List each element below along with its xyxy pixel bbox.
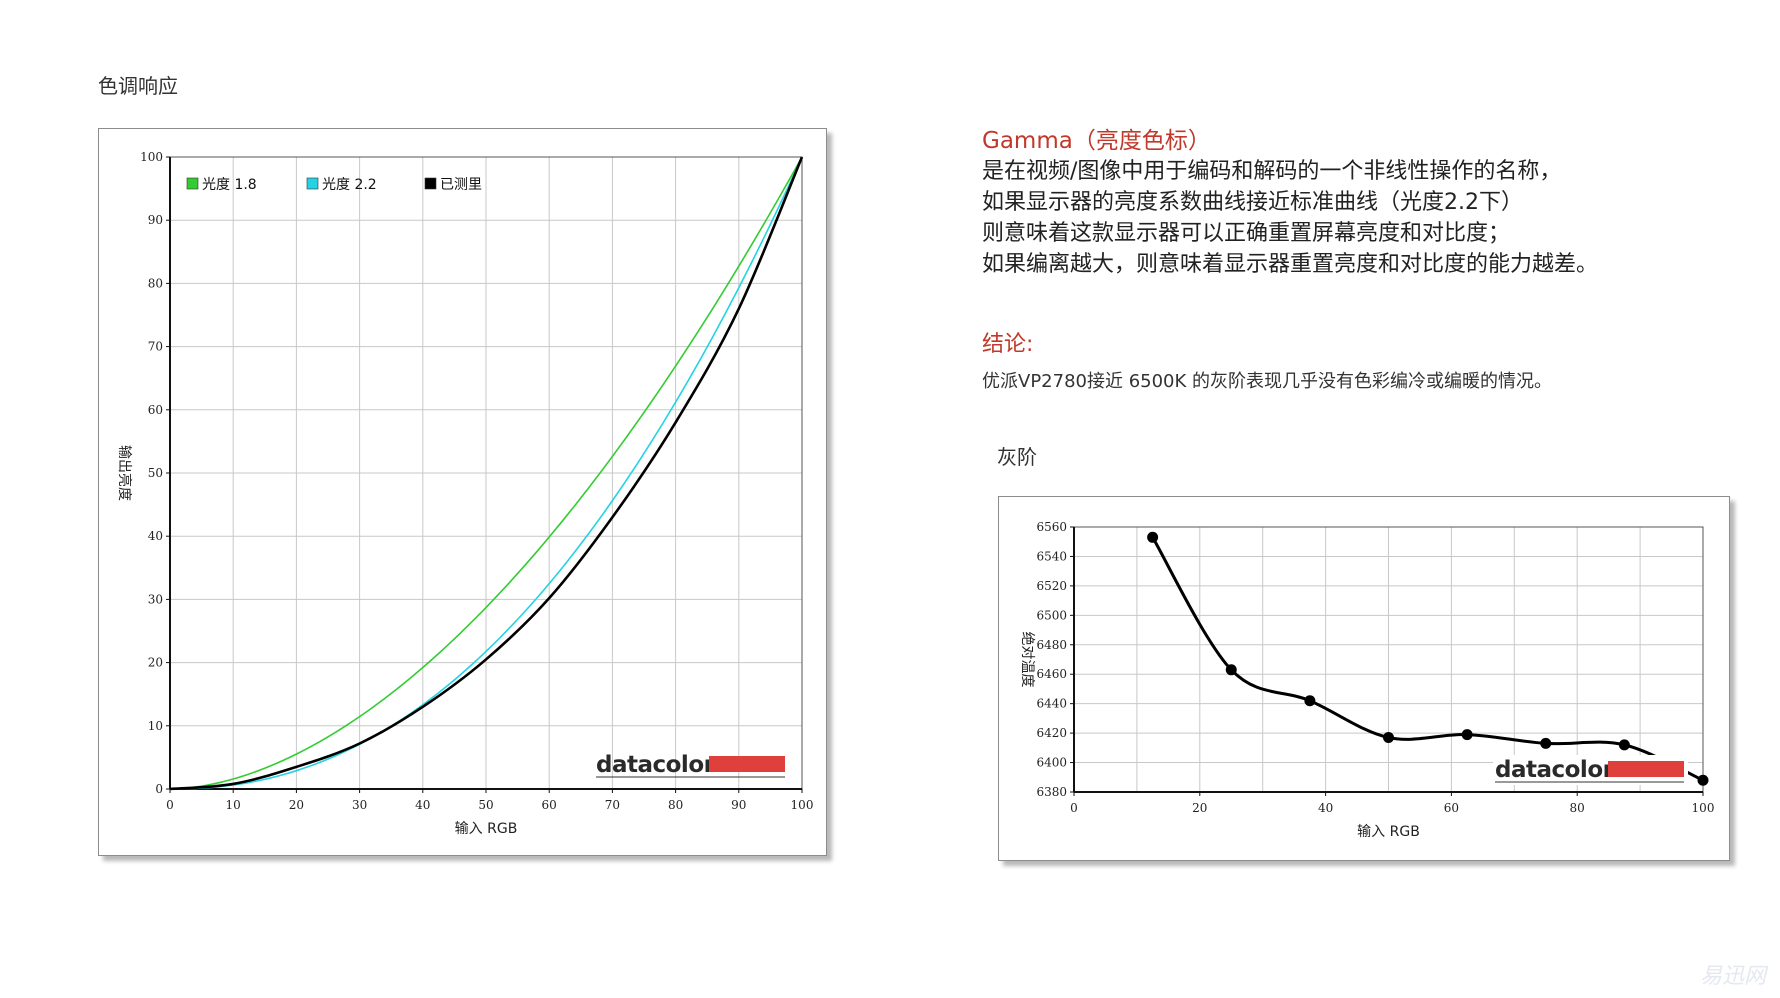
data-point (1461, 729, 1473, 741)
x-tick-label: 0 (166, 798, 174, 812)
datacolor-logo-text: datacolor (596, 752, 716, 778)
series-line-3 (169, 156, 804, 791)
grayscale-title: 灰阶 (997, 445, 1037, 469)
legend-swatch-3 (424, 177, 437, 190)
grayscale-chart: 0 20 40 60 80 100 6380 6400 6420 6440 6460 6480 6500… (1019, 520, 1715, 840)
y-tick-label: 70 (148, 340, 163, 354)
data-point (1618, 739, 1630, 751)
series-line-2 (169, 156, 803, 790)
description-line: 如果显示器的亮度系数曲线接近标准曲线（光度2.2下） (982, 190, 1523, 215)
y-tick-label: 6380 (1036, 785, 1067, 799)
gamma-heading: Gamma（亮度色标） (982, 128, 1211, 154)
x-tick-label: 30 (352, 798, 367, 812)
x-tick-label: 10 (226, 798, 241, 812)
y-tick-label: 6480 (1036, 638, 1067, 652)
x-tick-label: 20 (1192, 801, 1207, 815)
description-line: 如果编离越大，则意味着显示器重置亮度和对比度的能力越差。 (982, 252, 1599, 277)
tone-response-chart: 0 10 20 30 40 50 60 70 80 90 100 0 10 20 30 40 50 60 70 80 9… (116, 150, 814, 837)
conclusion-text: 优派VP2780接近 6500K 的灰阶表现几乎没有色彩编冷或编暖的情况。 (982, 371, 1553, 392)
legend-label-1: 光度 1.8 (202, 177, 257, 193)
y-tick-label: 6440 (1036, 697, 1067, 711)
description-line: 是在视频/图像中用于编码和解码的一个非线性操作的名称， (982, 159, 1562, 184)
x-tick-label: 60 (1444, 801, 1459, 815)
grayscale-chart-panel: 0 20 40 60 80 100 6380 6400 6420 6440 6460 6480 6500… (998, 496, 1730, 861)
legend-swatch-1 (186, 177, 199, 190)
x-tick-label: 100 (791, 798, 814, 812)
x-axis-label: 输入 RGB (455, 821, 518, 837)
data-point (1540, 737, 1552, 749)
datacolor-logo-text: datacolor (1495, 757, 1615, 783)
y-tick-label: 60 (148, 403, 163, 417)
y-tick-label: 90 (148, 213, 163, 227)
x-tick-label: 80 (668, 798, 683, 812)
x-tick-label: 0 (1070, 801, 1078, 815)
y-tick-label: 6560 (1036, 520, 1067, 534)
x-tick-label: 40 (415, 798, 430, 812)
x-tick-label: 70 (605, 798, 620, 812)
y-tick-label: 20 (148, 656, 163, 670)
y-tick-label: 50 (148, 466, 163, 480)
x-tick-label: 100 (1692, 801, 1715, 815)
datacolor-logo-bar (1608, 761, 1684, 777)
x-tick-label: 60 (542, 798, 557, 812)
y-tick-label: 6420 (1036, 726, 1067, 740)
y-tick-label: 6460 (1036, 667, 1067, 681)
watermark-text: 易迅网 (1699, 964, 1766, 989)
x-axis-label: 输入 RGB (1357, 824, 1420, 840)
y-tick-label: 6500 (1036, 608, 1067, 622)
legend-label-3: 已测里 (440, 177, 482, 193)
y-tick-label: 0 (155, 782, 163, 796)
legend-label-2: 光度 2.2 (322, 177, 377, 193)
conclusion-heading: 结论: (982, 332, 1034, 357)
y-tick-label: 80 (148, 276, 163, 290)
x-tick-label: 50 (478, 798, 493, 812)
legend-swatch-2 (306, 177, 319, 190)
y-tick-label: 10 (148, 719, 163, 733)
y-axis-label: 输出亮度 (116, 445, 133, 501)
data-point (1304, 695, 1316, 707)
y-tick-label: 100 (140, 150, 163, 164)
series-line-1 (169, 156, 803, 790)
data-point (1383, 732, 1394, 744)
x-tick-label: 80 (1570, 801, 1585, 815)
data-point (1697, 774, 1709, 786)
tone-response-chart-panel: 0 10 20 30 40 50 60 70 80 90 100 0 10 20 30 40 50 60 70 80 9… (98, 128, 827, 856)
datacolor-logo-bar (709, 756, 785, 772)
x-tick-label: 90 (731, 798, 746, 812)
y-tick-label: 6540 (1036, 549, 1067, 563)
x-tick-label: 20 (289, 798, 304, 812)
y-axis-label: 绝对温度 (1019, 632, 1035, 688)
x-tick-label: 40 (1318, 801, 1333, 815)
description-line: 则意味着这款显示器可以正确重置屏幕亮度和对比度； (982, 221, 1511, 246)
data-point (1225, 664, 1237, 676)
y-tick-label: 30 (148, 592, 163, 606)
y-tick-label: 6400 (1036, 756, 1067, 770)
tone-response-title: 色调响应 (98, 74, 178, 98)
y-tick-label: 40 (148, 529, 163, 543)
data-point (1147, 531, 1159, 543)
gamma-description: Gamma（亮度色标） 是在视频/图像中用于编码和解码的一个非线性操作的名称， … (982, 126, 1762, 280)
y-tick-label: 6520 (1036, 579, 1067, 593)
